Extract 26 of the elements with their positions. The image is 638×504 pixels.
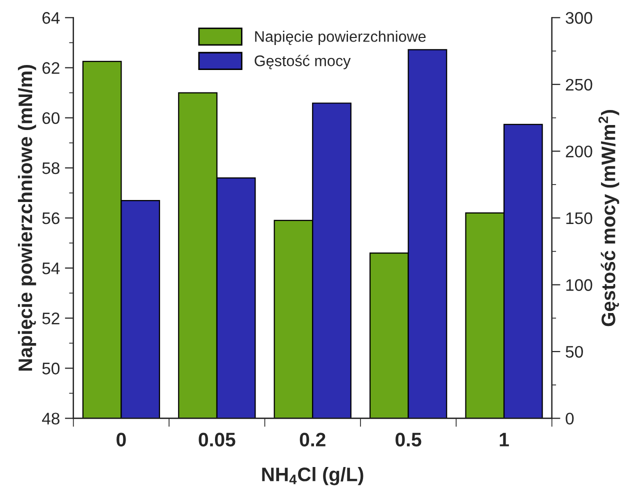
- y-tick-label: 52: [42, 312, 60, 324]
- y2-tick-label: 200: [566, 146, 592, 158]
- y-tick-label: 56: [42, 212, 60, 224]
- y-tick-label: 60: [42, 112, 60, 124]
- x-tick-label: 0.2: [300, 432, 326, 446]
- y-tick-label: 64: [42, 12, 60, 24]
- x-tick-label: 0: [116, 432, 126, 446]
- legend-label: Gęstość mocy: [254, 54, 351, 70]
- y-axis-title: Napięcie powierzchniowe (mN/m): [18, 64, 36, 371]
- y-tick-label: 54: [42, 262, 60, 274]
- y2-tick-label: 250: [566, 78, 592, 91]
- y2-tick-label: 100: [566, 279, 592, 291]
- x-tick-label: 1: [500, 432, 509, 446]
- y-tick-label: 62: [42, 62, 60, 74]
- legend-label: Napięcie powierzchniowe: [255, 30, 426, 45]
- x-tick-label: 0.5: [396, 432, 422, 446]
- y-tick-label: 48: [42, 412, 60, 425]
- x-tick-label: 0.05: [198, 432, 236, 446]
- y2-tick-label: 50: [566, 346, 583, 358]
- y2-tick-label: 300: [566, 12, 592, 24]
- y2-axis-title: Gęstość mocy (mW/m$^{2}$): [598, 110, 620, 326]
- x-axis-title: NH$_{4}$Cl (g/L): [262, 467, 364, 486]
- y2-tick-label: 150: [566, 212, 592, 224]
- y2-tick-label: 0: [566, 412, 574, 425]
- y-tick-label: 58: [42, 162, 60, 174]
- y-tick-label: 50: [42, 362, 60, 374]
